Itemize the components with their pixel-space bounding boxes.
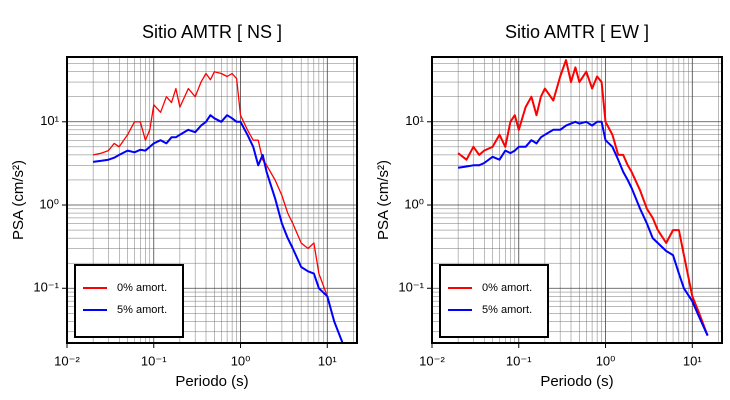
legend-label: 0% amort. [117, 282, 167, 294]
y-tick-label: 10⁻¹ [33, 280, 59, 295]
x-tick-label: 10⁰ [231, 353, 251, 368]
x-tick-label: 10⁻² [419, 353, 445, 368]
x-tick-label: 10¹ [318, 353, 337, 368]
y-tick-label: 10⁰ [39, 196, 59, 211]
plot-frame [431, 56, 723, 344]
x-tick-label: 10⁻¹ [141, 353, 167, 368]
series-line [457, 120, 709, 337]
chart-title: Sitio AMTR [ EW ] [505, 22, 649, 42]
y-tick-label: 10¹ [40, 113, 59, 128]
legend-label: 0% amort. [482, 282, 532, 294]
legend-box [74, 264, 184, 338]
chart-title: Sitio AMTR [ NS ] [142, 22, 282, 42]
plot-frame [66, 56, 358, 344]
legend-box [439, 264, 549, 338]
y-axis-label: PSA (cm/s²) [10, 160, 27, 240]
series-line [457, 59, 709, 336]
y-tick-label: 10⁰ [404, 196, 424, 211]
x-tick-label: 10⁻¹ [506, 353, 532, 368]
y-axis-label: PSA (cm/s²) [375, 160, 392, 240]
x-axis-label: Periodo (s) [540, 373, 613, 390]
x-axis-label: Periodo (s) [175, 373, 248, 390]
y-tick-label: 10⁻¹ [398, 280, 424, 295]
series-line [92, 114, 344, 344]
x-tick-label: 10¹ [683, 353, 702, 368]
y-tick-label: 10¹ [405, 113, 424, 128]
legend-label: 5% amort. [117, 304, 167, 316]
x-tick-label: 10⁰ [596, 353, 616, 368]
series-line [92, 71, 344, 344]
x-tick-label: 10⁻² [54, 353, 80, 368]
legend-label: 5% amort. [482, 304, 532, 316]
